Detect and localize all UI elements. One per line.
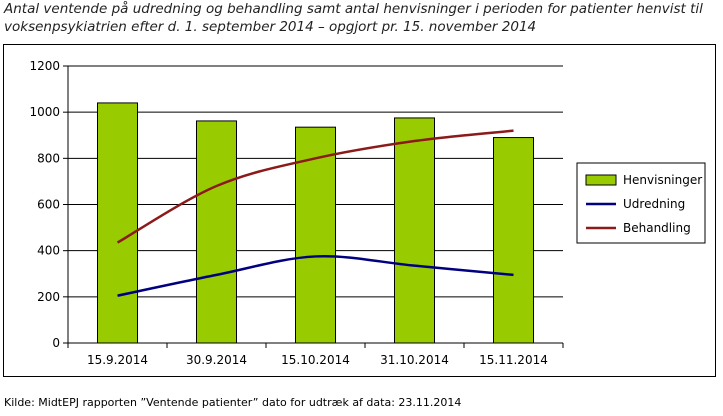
- x-tick-label: 30.9.2014: [186, 353, 247, 367]
- y-tick-label: 0: [52, 336, 60, 350]
- bar-henvisninger: [295, 126, 336, 344]
- axes-layer: 0 200 400 600 800 1000 1200 15.9.2014 30.9.2014 1…: [29, 59, 564, 367]
- source-note: Kilde: MidtEPJ rapporten ”Ventende patie…: [4, 396, 462, 409]
- x-tick-label: 15.9.2014: [87, 353, 148, 367]
- x-tick-label: 15.11.2014: [479, 353, 548, 367]
- lines-layer: [116, 129, 514, 297]
- legend-label-udredning: Udredning: [623, 197, 685, 211]
- y-tick-label: 1000: [29, 105, 60, 119]
- line-behandling: [116, 129, 514, 244]
- y-tick-label: 400: [37, 244, 60, 258]
- legend-label-henvisninger: Henvisninger: [623, 173, 702, 187]
- x-tick-label: 31.10.2014: [380, 353, 449, 367]
- bars-layer: [97, 102, 534, 344]
- y-tick-label: 200: [37, 290, 60, 304]
- legend-label-behandling: Behandling: [623, 221, 691, 235]
- bar-henvisninger: [97, 102, 138, 344]
- bar-henvisninger: [493, 137, 534, 344]
- chart-title: Antal ventende på udredning og behandlin…: [4, 1, 703, 35]
- y-tick-label: 800: [37, 151, 60, 165]
- legend-swatch-henvisninger: [585, 174, 617, 186]
- x-tick-label: 15.10.2014: [281, 353, 350, 367]
- legend: Henvisninger Udredning Behandling: [576, 162, 706, 244]
- bar-henvisninger: [394, 117, 435, 344]
- y-tick-label: 600: [37, 198, 60, 212]
- line-udredning: [117, 254, 514, 297]
- y-tick-label: 1200: [29, 59, 60, 73]
- bar-henvisninger: [196, 120, 237, 344]
